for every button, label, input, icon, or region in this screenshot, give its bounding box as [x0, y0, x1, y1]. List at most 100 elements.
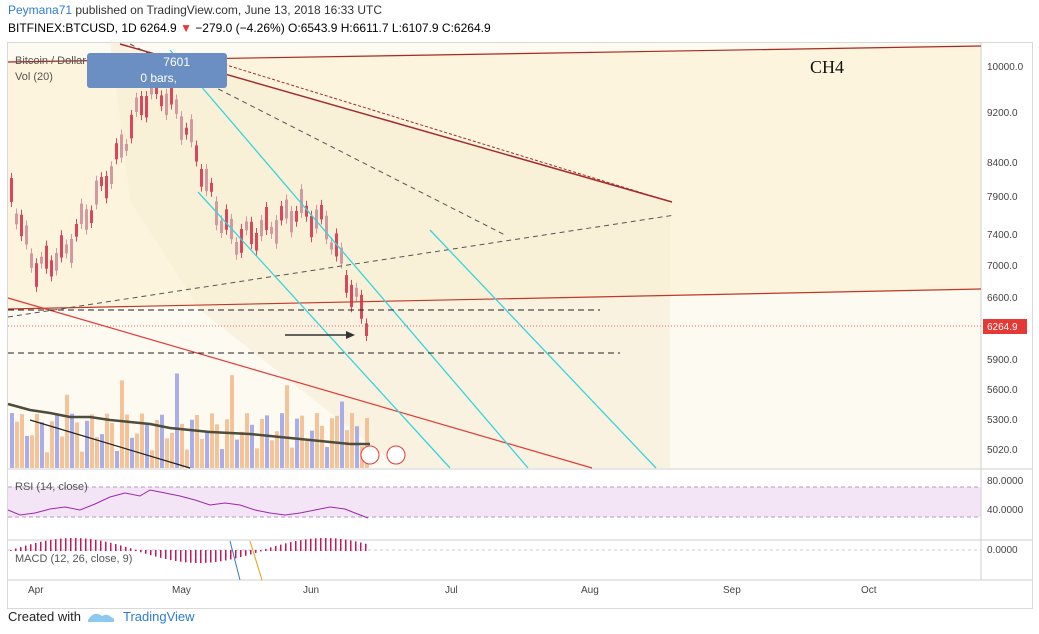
macd-bar — [100, 540, 102, 551]
volume-bar — [260, 418, 264, 468]
macd-line — [229, 540, 241, 581]
price-axis: 10000.0 9200.0 8400.0 7900.0 7400.0 7000… — [987, 62, 1024, 556]
volume-bar — [80, 451, 84, 468]
svg-text:7900.0: 7900.0 — [987, 192, 1018, 203]
volume-bar — [245, 413, 249, 468]
arrow-right-icon — [346, 331, 355, 339]
volume-bar — [150, 450, 154, 468]
fan-fill — [110, 40, 670, 468]
last-price-tag — [983, 319, 1027, 334]
macd-bar — [300, 540, 302, 551]
tooltip-line2: 0 bars, — [140, 71, 177, 85]
volume-bar — [155, 420, 159, 468]
volume-bar — [325, 446, 329, 468]
tradingview-link[interactable]: TradingView — [122, 609, 195, 624]
footer: Created with TradingView — [8, 609, 195, 624]
macd-bar — [340, 538, 342, 551]
volume-bar — [45, 452, 49, 468]
svg-text:10000.0: 10000.0 — [987, 62, 1024, 73]
macd-bar — [35, 542, 37, 551]
volume-bar — [125, 414, 129, 468]
svg-text:Aug: Aug — [581, 585, 599, 596]
volume-bar — [280, 413, 284, 468]
macd-bar — [30, 544, 32, 551]
volume-bar — [310, 430, 314, 468]
macd-bar — [50, 539, 52, 551]
macd-bar — [130, 548, 132, 551]
volume-bar — [90, 414, 94, 468]
macd-bar — [25, 545, 27, 551]
volume-bar — [250, 424, 254, 468]
volume-bar — [225, 419, 229, 468]
volume-bar — [255, 448, 259, 468]
measure-tooltip — [87, 53, 227, 88]
macd-bar — [285, 543, 287, 551]
svg-text:Oct: Oct — [861, 585, 877, 596]
macd-bar — [260, 550, 262, 552]
symbol-line: BITFINEX:BTCUSD, 1D — [8, 21, 141, 35]
volume-bar — [350, 413, 354, 468]
macd-bar — [125, 546, 127, 551]
macd-bar — [155, 550, 157, 557]
macd-bar — [275, 545, 277, 551]
macd-bar — [365, 543, 367, 551]
red-support-line — [7, 297, 593, 469]
macd-bar — [315, 538, 317, 551]
svg-text:5300.0: 5300.0 — [987, 415, 1018, 426]
macd-pane-bg — [8, 541, 981, 579]
chart-frame[interactable] — [7, 42, 1033, 609]
volume-bar — [190, 419, 194, 468]
macd-bar — [90, 539, 92, 551]
volume-bar — [265, 415, 269, 468]
author-link[interactable]: Peymana71 — [8, 3, 73, 17]
symbol-info: BITFINEX:BTCUSD, 1D 6264.9 ▼ −279.0 (−4.… — [8, 21, 491, 35]
svg-text:Jun: Jun — [303, 585, 319, 596]
macd-bar — [330, 538, 332, 551]
macd-bar — [135, 549, 137, 551]
macd-bar — [105, 541, 107, 551]
volume-bar — [10, 413, 14, 468]
macd-bar — [250, 550, 252, 555]
macd-bar — [290, 542, 292, 551]
svg-text:May: May — [172, 585, 191, 596]
volume-bar — [105, 413, 109, 468]
volume-bar — [215, 424, 219, 468]
svg-text:80.0000: 80.0000 — [987, 476, 1024, 487]
svg-text:40.0000: 40.0000 — [987, 505, 1024, 516]
macd-bar — [225, 550, 227, 561]
volume-bar — [180, 423, 184, 468]
volume-bar — [50, 421, 54, 468]
volume-label: Vol (20) — [15, 71, 53, 83]
time-axis: Apr May Jun Jul Aug Sep Oct — [28, 585, 877, 596]
svg-text:Apr: Apr — [28, 585, 44, 596]
macd-bar — [265, 548, 267, 551]
volume-bar — [290, 447, 294, 468]
tradingview-logo-icon — [88, 613, 115, 622]
volume-bar — [35, 413, 39, 468]
black-trendline — [29, 419, 191, 469]
macd-bar — [245, 550, 247, 556]
macd-bar — [320, 538, 322, 551]
volume-bar — [320, 425, 324, 468]
macd-bar — [185, 550, 187, 563]
macd-bar — [175, 550, 177, 561]
volume-bar — [355, 426, 359, 468]
volume-bar — [205, 432, 209, 468]
macd-bar — [165, 550, 167, 560]
volume-bar — [345, 430, 349, 468]
volume-bar — [270, 440, 274, 468]
rising-dashed-line — [7, 214, 676, 318]
volume-bar — [95, 437, 99, 468]
macd-bar — [10, 550, 12, 551]
macd-bar — [190, 550, 192, 563]
macd-bar — [305, 539, 307, 551]
candles — [10, 65, 368, 341]
volume-bar — [140, 413, 144, 468]
volume-bar — [110, 422, 114, 468]
down-arrow-icon: ▼ — [180, 21, 192, 35]
macd-bar — [170, 550, 172, 561]
volume-bar — [160, 414, 164, 468]
volume-bars — [10, 373, 369, 468]
volume-bar — [30, 435, 34, 468]
